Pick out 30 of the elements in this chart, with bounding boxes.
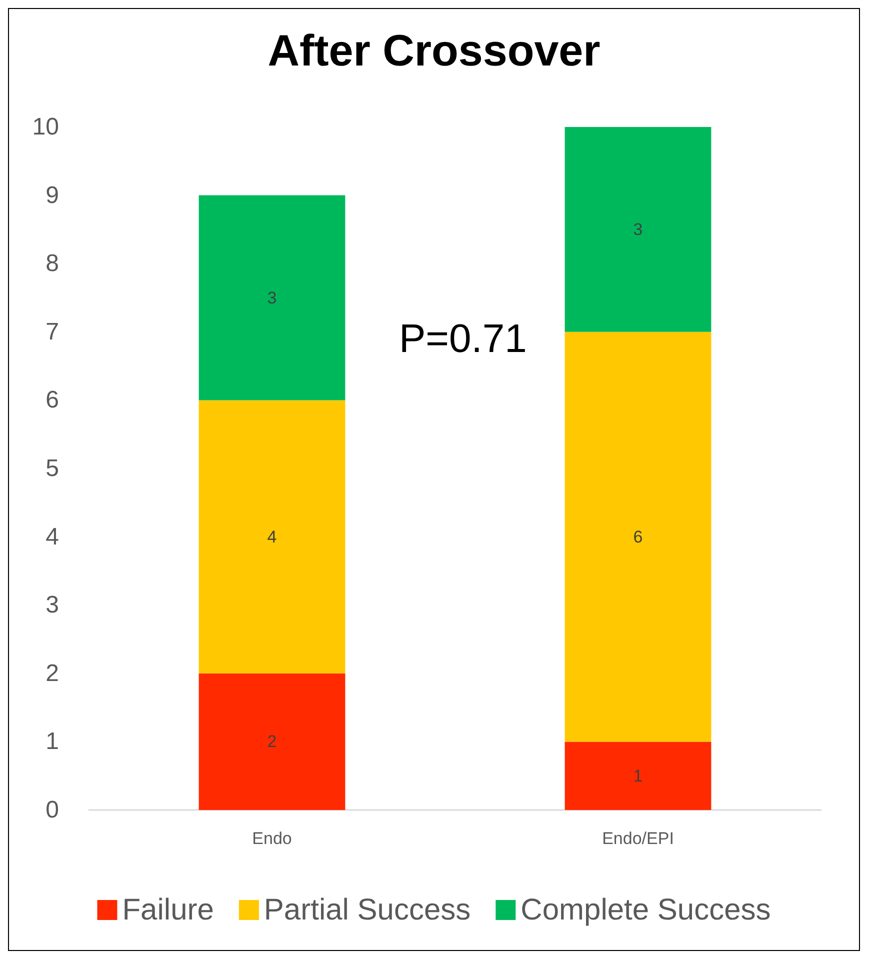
legend-label: Failure: [122, 894, 214, 926]
y-tick-label: 7: [46, 318, 59, 346]
legend-label: Partial Success: [264, 894, 471, 926]
data-label: 1: [633, 766, 643, 786]
bar: [564, 127, 712, 332]
data-label: 6: [633, 527, 643, 546]
bar: [564, 742, 712, 810]
y-tick-label: 1: [46, 728, 59, 756]
data-label: 3: [633, 220, 643, 239]
y-tick-label: 6: [46, 386, 59, 414]
bar: [564, 332, 712, 742]
y-tick-label: 0: [46, 796, 59, 824]
data-label: 3: [267, 288, 277, 308]
bar: [198, 195, 346, 400]
data-label: 2: [267, 732, 277, 752]
annotation: P=0.71: [399, 317, 527, 361]
data-label: 4: [267, 527, 277, 546]
x-tick-label: Endo: [252, 829, 292, 848]
y-tick-label: 8: [46, 250, 59, 278]
bar: [198, 400, 346, 674]
y-tick-label: 5: [46, 455, 59, 482]
y-tick-label: 3: [46, 592, 59, 619]
y-tick-label: 10: [32, 114, 59, 140]
y-tick-label: 9: [46, 182, 59, 209]
x-tick-label: Endo/EPI: [602, 829, 674, 848]
chart-title: After Crossover: [268, 26, 600, 76]
y-tick-label: 2: [46, 660, 59, 687]
y-tick-label: 4: [46, 523, 59, 550]
bar: [198, 673, 346, 810]
legend-label: Complete Success: [520, 894, 771, 926]
